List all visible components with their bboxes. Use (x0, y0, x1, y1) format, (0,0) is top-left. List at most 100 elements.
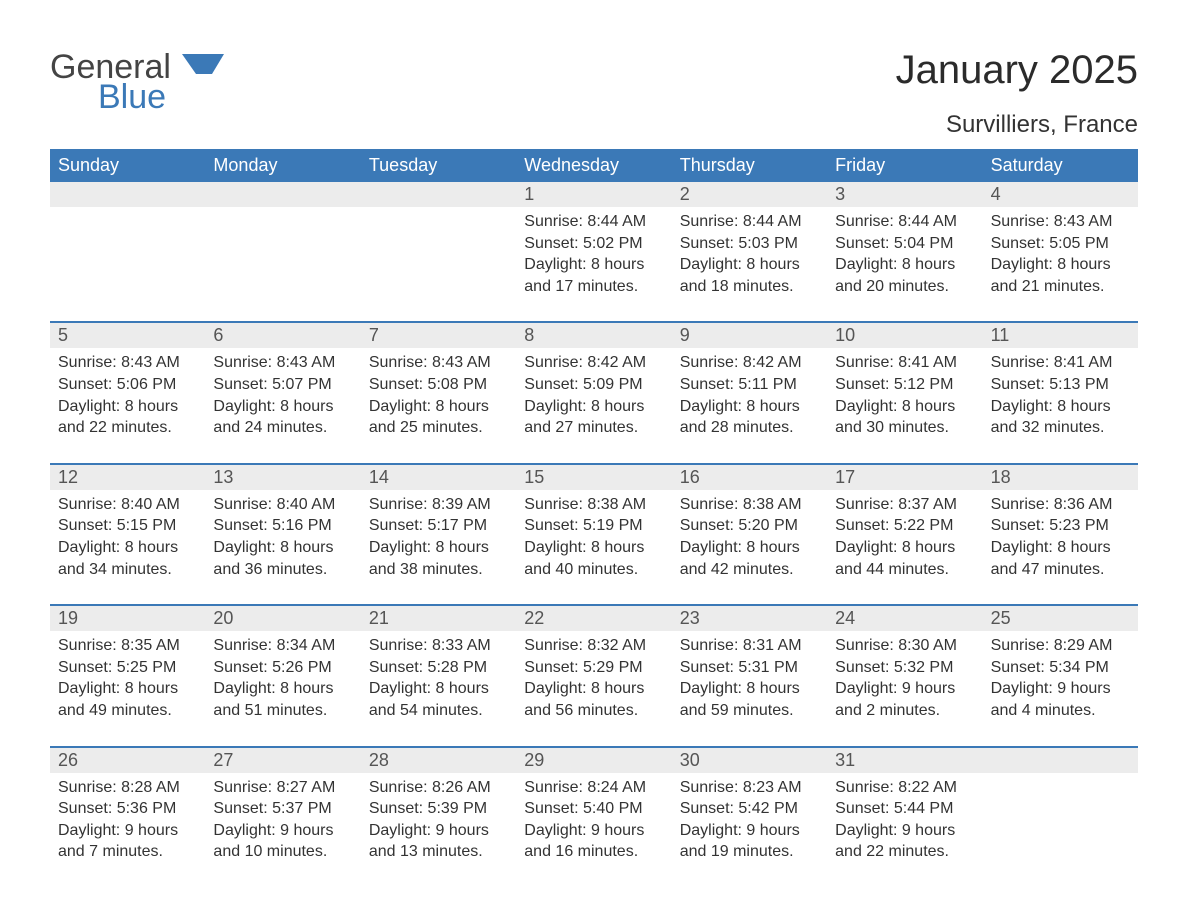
logo: General Blue (50, 48, 224, 115)
day-cell: Sunrise: 8:43 AM Sunset: 5:07 PM Dayligh… (205, 348, 360, 444)
day-number (983, 748, 1138, 773)
day-cell: Sunrise: 8:35 AM Sunset: 5:25 PM Dayligh… (50, 631, 205, 727)
sunrise-text: Sunrise: 8:43 AM (58, 352, 197, 374)
daylight-text: Daylight: 8 hours (58, 396, 197, 418)
sunset-text: Sunset: 5:02 PM (524, 233, 663, 255)
sunset-text: Sunset: 5:31 PM (680, 657, 819, 679)
day-cell: Sunrise: 8:27 AM Sunset: 5:37 PM Dayligh… (205, 773, 360, 869)
day-number: 10 (827, 323, 982, 348)
day-number: 8 (516, 323, 671, 348)
day-cell: Sunrise: 8:28 AM Sunset: 5:36 PM Dayligh… (50, 773, 205, 869)
sunset-text: Sunset: 5:07 PM (213, 374, 352, 396)
day-cell: Sunrise: 8:26 AM Sunset: 5:39 PM Dayligh… (361, 773, 516, 869)
sunrise-text: Sunrise: 8:40 AM (213, 494, 352, 516)
daynum-row: 26 27 28 29 30 31 (50, 748, 1138, 773)
week-row: Sunrise: 8:43 AM Sunset: 5:06 PM Dayligh… (50, 348, 1138, 444)
day-number: 18 (983, 465, 1138, 490)
sunrise-text: Sunrise: 8:35 AM (58, 635, 197, 657)
daylight-text: Daylight: 8 hours (680, 396, 819, 418)
sunrise-text: Sunrise: 8:32 AM (524, 635, 663, 657)
day-number: 25 (983, 606, 1138, 631)
day-cell: Sunrise: 8:38 AM Sunset: 5:20 PM Dayligh… (672, 490, 827, 586)
sunset-text: Sunset: 5:06 PM (58, 374, 197, 396)
daylight-text: and 10 minutes. (213, 841, 352, 863)
sunrise-text: Sunrise: 8:37 AM (835, 494, 974, 516)
daylight-text: Daylight: 8 hours (369, 678, 508, 700)
sunrise-text: Sunrise: 8:40 AM (58, 494, 197, 516)
daylight-text: Daylight: 8 hours (58, 537, 197, 559)
day-number: 1 (516, 182, 671, 207)
day-cell: Sunrise: 8:40 AM Sunset: 5:15 PM Dayligh… (50, 490, 205, 586)
day-number: 27 (205, 748, 360, 773)
daylight-text: and 16 minutes. (524, 841, 663, 863)
day-number (205, 182, 360, 207)
daylight-text: Daylight: 8 hours (524, 396, 663, 418)
weekday-friday: Friday (827, 149, 982, 182)
page-title: January 2025 (896, 48, 1138, 93)
day-cell: Sunrise: 8:42 AM Sunset: 5:09 PM Dayligh… (516, 348, 671, 444)
sunrise-text: Sunrise: 8:36 AM (991, 494, 1130, 516)
daynum-row: 5 6 7 8 9 10 11 (50, 323, 1138, 348)
sunset-text: Sunset: 5:34 PM (991, 657, 1130, 679)
daylight-text: Daylight: 8 hours (524, 537, 663, 559)
sunrise-text: Sunrise: 8:41 AM (991, 352, 1130, 374)
week-row: Sunrise: 8:40 AM Sunset: 5:15 PM Dayligh… (50, 490, 1138, 586)
sunset-text: Sunset: 5:26 PM (213, 657, 352, 679)
sunrise-text: Sunrise: 8:24 AM (524, 777, 663, 799)
page: General Blue January 2025 Survilliers, F… (0, 0, 1188, 909)
day-cell: Sunrise: 8:34 AM Sunset: 5:26 PM Dayligh… (205, 631, 360, 727)
day-number: 5 (50, 323, 205, 348)
weekday-header-row: Sunday Monday Tuesday Wednesday Thursday… (50, 149, 1138, 182)
day-number: 23 (672, 606, 827, 631)
daylight-text: and 19 minutes. (680, 841, 819, 863)
daynum-row: 1 2 3 4 (50, 182, 1138, 207)
logo-word-blue: Blue (98, 80, 224, 116)
sunrise-text: Sunrise: 8:43 AM (991, 211, 1130, 233)
daylight-text: Daylight: 9 hours (680, 820, 819, 842)
flag-icon (182, 54, 224, 78)
sunset-text: Sunset: 5:08 PM (369, 374, 508, 396)
sunrise-text: Sunrise: 8:44 AM (835, 211, 974, 233)
daylight-text: Daylight: 8 hours (369, 537, 508, 559)
day-cell: Sunrise: 8:41 AM Sunset: 5:13 PM Dayligh… (983, 348, 1138, 444)
day-cell: Sunrise: 8:42 AM Sunset: 5:11 PM Dayligh… (672, 348, 827, 444)
sunset-text: Sunset: 5:11 PM (680, 374, 819, 396)
day-cell: Sunrise: 8:40 AM Sunset: 5:16 PM Dayligh… (205, 490, 360, 586)
day-number: 6 (205, 323, 360, 348)
sunset-text: Sunset: 5:09 PM (524, 374, 663, 396)
week-row: Sunrise: 8:28 AM Sunset: 5:36 PM Dayligh… (50, 773, 1138, 869)
daylight-text: Daylight: 9 hours (524, 820, 663, 842)
day-number: 14 (361, 465, 516, 490)
day-number: 11 (983, 323, 1138, 348)
day-cell: Sunrise: 8:24 AM Sunset: 5:40 PM Dayligh… (516, 773, 671, 869)
daylight-text: and 34 minutes. (58, 559, 197, 581)
calendar: Sunday Monday Tuesday Wednesday Thursday… (50, 149, 1138, 869)
day-cell: Sunrise: 8:43 AM Sunset: 5:06 PM Dayligh… (50, 348, 205, 444)
sunrise-text: Sunrise: 8:43 AM (213, 352, 352, 374)
sunset-text: Sunset: 5:36 PM (58, 798, 197, 820)
daylight-text: Daylight: 9 hours (58, 820, 197, 842)
day-cell: Sunrise: 8:44 AM Sunset: 5:03 PM Dayligh… (672, 207, 827, 303)
sunset-text: Sunset: 5:16 PM (213, 515, 352, 537)
weekday-thursday: Thursday (672, 149, 827, 182)
daylight-text: and 42 minutes. (680, 559, 819, 581)
day-number: 24 (827, 606, 982, 631)
day-cell: Sunrise: 8:22 AM Sunset: 5:44 PM Dayligh… (827, 773, 982, 869)
daylight-text: and 22 minutes. (58, 417, 197, 439)
day-number: 7 (361, 323, 516, 348)
daylight-text: and 22 minutes. (835, 841, 974, 863)
daylight-text: Daylight: 8 hours (835, 254, 974, 276)
daylight-text: Daylight: 9 hours (835, 678, 974, 700)
daylight-text: Daylight: 9 hours (991, 678, 1130, 700)
daylight-text: Daylight: 8 hours (680, 678, 819, 700)
sunset-text: Sunset: 5:37 PM (213, 798, 352, 820)
daylight-text: and 17 minutes. (524, 276, 663, 298)
sunset-text: Sunset: 5:23 PM (991, 515, 1130, 537)
daylight-text: Daylight: 8 hours (213, 678, 352, 700)
day-number: 29 (516, 748, 671, 773)
daylight-text: Daylight: 8 hours (58, 678, 197, 700)
daylight-text: and 56 minutes. (524, 700, 663, 722)
daylight-text: Daylight: 8 hours (369, 396, 508, 418)
sunrise-text: Sunrise: 8:42 AM (680, 352, 819, 374)
week-row: Sunrise: 8:35 AM Sunset: 5:25 PM Dayligh… (50, 631, 1138, 727)
